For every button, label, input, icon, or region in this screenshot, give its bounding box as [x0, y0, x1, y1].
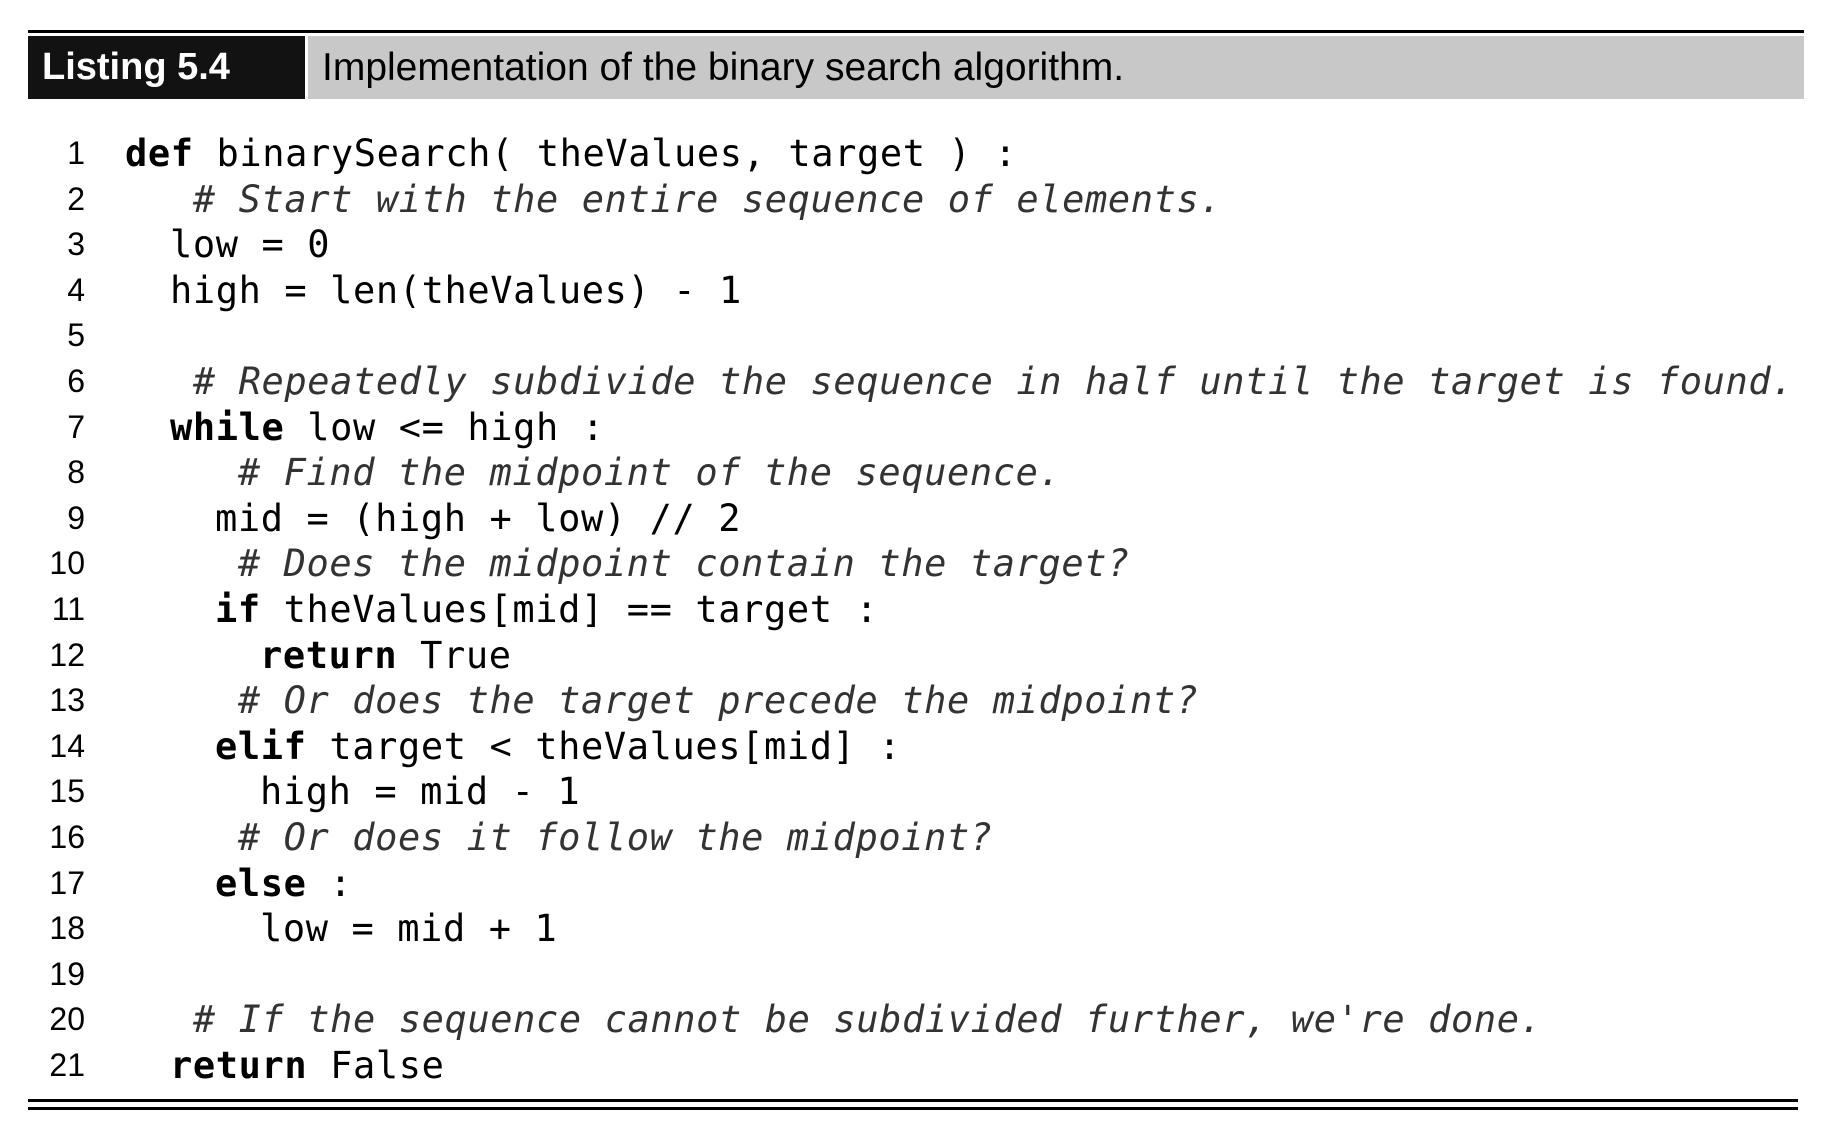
line-number: 10: [49, 545, 85, 582]
code-comment: # Does the midpoint contain the target?: [215, 542, 1131, 586]
line-number: 16: [49, 818, 85, 855]
code-line: 5: [0, 313, 1840, 359]
code-text: # Find the midpoint of the sequence.: [215, 450, 1061, 496]
code-comment: # Or does it follow the midpoint?: [215, 815, 993, 859]
code-text: # If the sequence cannot be subdivided f…: [170, 997, 1543, 1043]
line-number: 18: [49, 910, 85, 947]
code-comment: # Or does the target precede the midpoin…: [215, 679, 1199, 723]
line-number: 21: [49, 1046, 85, 1083]
code-keyword: return: [170, 1043, 308, 1087]
code-comment: # Start with the entire sequence of elem…: [170, 177, 1223, 221]
code-text: high = len(theValues) - 1: [170, 268, 742, 314]
line-number: 8: [67, 454, 85, 491]
code-line: 7 while low <= high :: [0, 405, 1840, 451]
listing-header: Listing 5.4 Implementation of the binary…: [28, 36, 1804, 99]
code-line: 18 low = mid + 1: [0, 906, 1840, 952]
code-line: 4 high = len(theValues) - 1: [0, 268, 1840, 314]
line-number: 5: [67, 317, 85, 354]
code-line: 20 # If the sequence cannot be subdivide…: [0, 997, 1840, 1043]
code-token: low <= high :: [284, 405, 605, 449]
code-text: return True: [260, 633, 512, 679]
line-number: 11: [51, 590, 85, 627]
bottom-rule: [28, 1099, 1798, 1102]
code-line: 8 # Find the midpoint of the sequence.: [0, 450, 1840, 496]
code-text: # Or does it follow the midpoint?: [215, 815, 993, 861]
code-comment: # Repeatedly subdivide the sequence in h…: [170, 359, 1795, 403]
code-token: target < theValues[mid] :: [306, 724, 902, 768]
line-number: 13: [49, 682, 85, 719]
code-line: 11 if theValues[mid] == target :: [0, 587, 1840, 633]
code-text: # Or does the target precede the midpoin…: [215, 678, 1199, 724]
code-comment: # If the sequence cannot be subdivided f…: [170, 998, 1543, 1042]
code-line: 15 high = mid - 1: [0, 769, 1840, 815]
code-keyword: return: [260, 633, 398, 677]
code-token: False: [307, 1043, 445, 1087]
code-line: 10 # Does the midpoint contain the targe…: [0, 541, 1840, 587]
code-line: 17 else :: [0, 861, 1840, 907]
code-token: True: [397, 633, 512, 677]
code-line: 12 return True: [0, 633, 1840, 679]
code-text: # Does the midpoint contain the target?: [215, 541, 1130, 587]
code-keyword: def: [125, 132, 194, 175]
code-line: 16 # Or does it follow the midpoint?: [0, 815, 1840, 861]
code-text: return False: [170, 1043, 445, 1089]
code-text: high = mid - 1: [260, 769, 580, 815]
code-text: low = 0: [170, 222, 330, 268]
line-number: 7: [67, 408, 85, 445]
code-keyword: if: [215, 587, 261, 631]
code-text: if theValues[mid] == target :: [215, 587, 878, 633]
code-text: while low <= high :: [170, 405, 605, 451]
code-token: high = mid - 1: [260, 770, 581, 814]
code-token: binarySearch( theValues, target ) :: [193, 132, 1018, 175]
code-line: 21 return False: [0, 1043, 1840, 1089]
code-line: 13 # Or does the target precede the midp…: [0, 678, 1840, 724]
bottom-rule: [28, 1107, 1798, 1110]
code-token: :: [306, 861, 353, 905]
code-text: mid = (high + low) // 2: [215, 496, 741, 542]
top-rule: [28, 30, 1804, 33]
code-line: 1 def binarySearch( theValues, target ) :: [0, 131, 1840, 177]
code-line: 3 low = 0: [0, 222, 1840, 268]
line-number: 3: [67, 226, 85, 263]
code-text: else :: [215, 861, 352, 907]
line-number: 19: [49, 955, 85, 992]
code-text: def binarySearch( theValues, target ) :: [125, 131, 1017, 177]
code-token: mid = (high + low) // 2: [215, 496, 742, 540]
code-token: low = mid + 1: [260, 907, 558, 951]
code-token: low = 0: [170, 223, 331, 267]
code-keyword: else: [215, 861, 307, 905]
code-text: # Start with the entire sequence of elem…: [170, 177, 1222, 223]
listing-caption: Implementation of the binary search algo…: [308, 36, 1804, 99]
line-number: 17: [49, 864, 85, 901]
code-token: theValues[mid] == target :: [260, 587, 879, 631]
line-number: 6: [67, 362, 85, 399]
code-token: high = len(theValues) - 1: [170, 268, 742, 312]
line-number: 15: [49, 773, 85, 810]
line-number: 20: [49, 1001, 85, 1038]
code-line: 6 # Repeatedly subdivide the sequence in…: [0, 359, 1840, 405]
line-number: 1: [67, 135, 85, 171]
code-line: 2 # Start with the entire sequence of el…: [0, 177, 1840, 223]
line-number: 2: [67, 180, 85, 217]
code-comment: # Find the midpoint of the sequence.: [215, 451, 1062, 495]
line-number: 9: [67, 499, 85, 536]
line-number: 12: [49, 636, 85, 673]
code-text: low = mid + 1: [260, 906, 557, 952]
code-line: 9 mid = (high + low) // 2: [0, 496, 1840, 542]
code-keyword: elif: [215, 724, 307, 768]
code-line: 14 elif target < theValues[mid] :: [0, 724, 1840, 770]
code-text: # Repeatedly subdivide the sequence in h…: [170, 359, 1794, 405]
code-line: 19: [0, 952, 1840, 998]
code-block: 1 def binarySearch( theValues, target ) :…: [0, 131, 1840, 1088]
code-keyword: while: [170, 405, 285, 449]
code-text: elif target < theValues[mid] :: [215, 724, 901, 770]
line-number: 4: [67, 271, 85, 308]
line-number: 14: [49, 727, 85, 764]
listing-label: Listing 5.4: [28, 36, 305, 99]
